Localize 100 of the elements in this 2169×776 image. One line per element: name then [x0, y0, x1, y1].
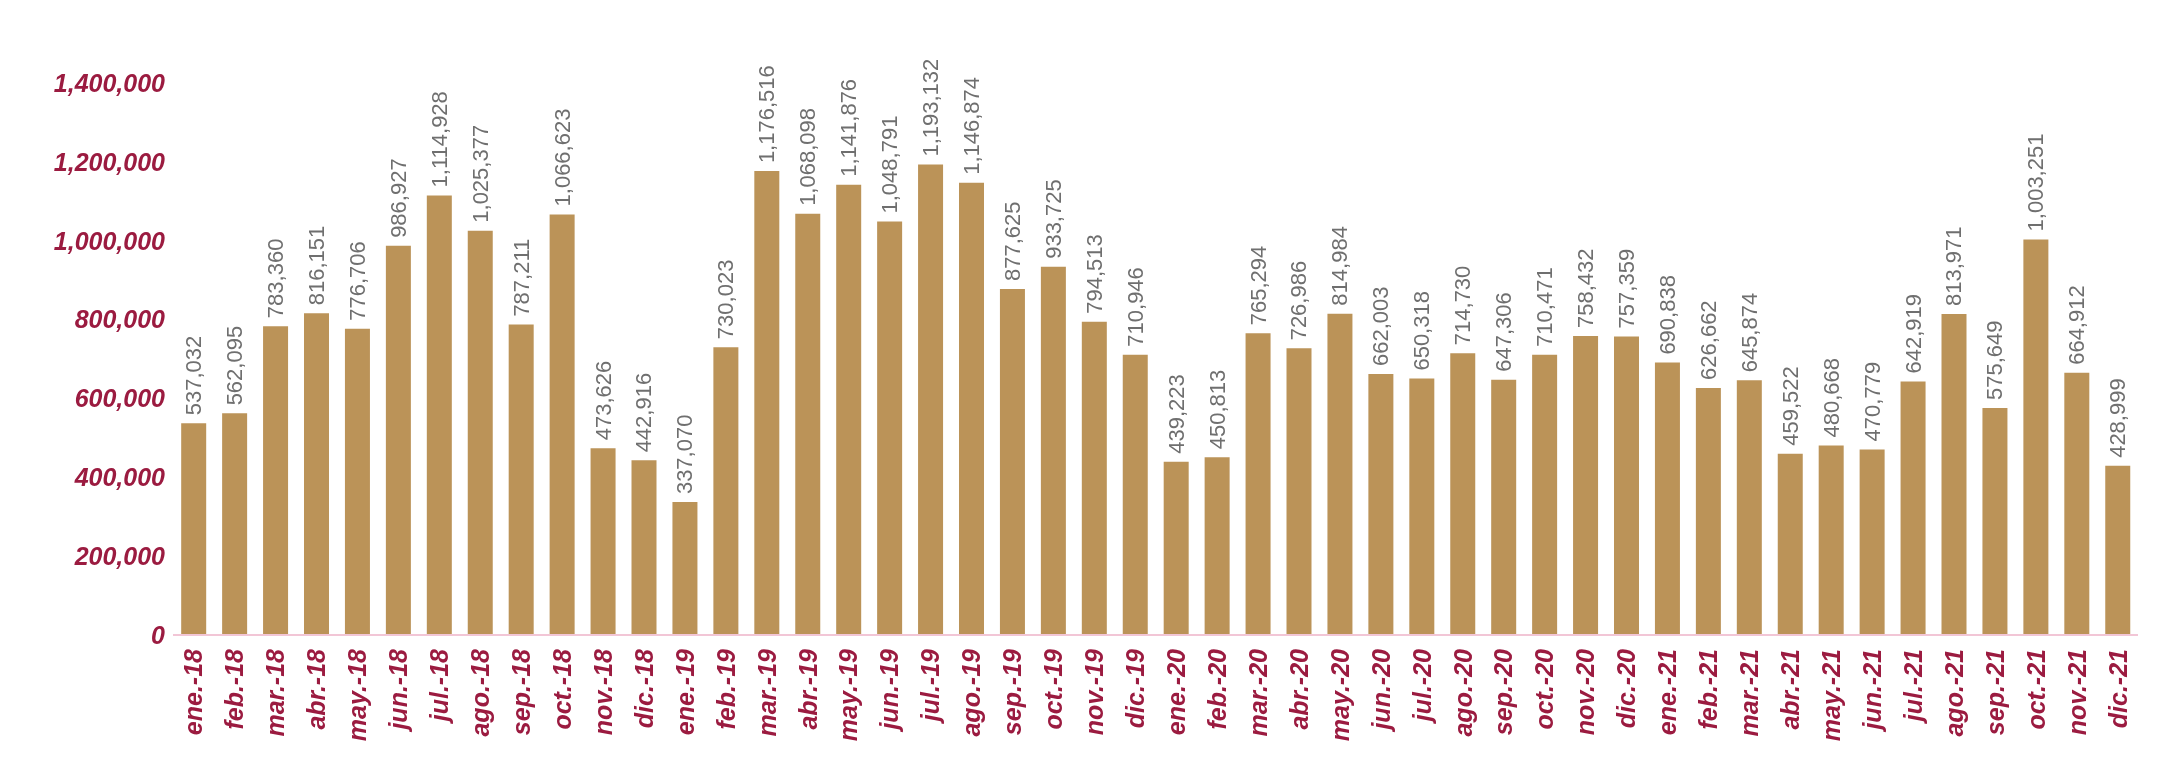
bar: [795, 213, 821, 635]
bar: [467, 230, 493, 635]
bar: [1818, 445, 1844, 635]
bar: [1163, 461, 1189, 635]
bar: [590, 448, 616, 635]
x-tick-label: jul.-21: [1898, 649, 1927, 725]
data-label: 783,360: [263, 238, 289, 319]
data-label: 480,668: [1818, 357, 1844, 438]
data-label: 813,971: [1941, 226, 1967, 307]
x-tick-label: ago.-21: [1939, 649, 1968, 737]
bar: [549, 214, 575, 635]
y-tick-label: 1,400,000: [53, 68, 166, 97]
bar: [1368, 373, 1394, 635]
bar: [304, 313, 329, 635]
data-label: 758,432: [1573, 248, 1599, 328]
bar: [1409, 378, 1435, 635]
data-label: 1,003,251: [2023, 133, 2049, 232]
y-tick-label: 0: [151, 620, 166, 649]
y-tick-label: 1,000,000: [53, 226, 166, 255]
x-tick-label: oct.-18: [547, 648, 576, 730]
bar: [877, 221, 903, 635]
data-label: 650,318: [1409, 291, 1435, 371]
bar: [631, 460, 657, 635]
x-tick-label: jun.-21: [1857, 649, 1886, 733]
bar: [2105, 465, 2131, 635]
bar: [1204, 457, 1230, 635]
data-label: 816,151: [304, 225, 329, 306]
x-tick-label: may.-20: [1325, 648, 1354, 742]
bar: [1982, 408, 2008, 635]
data-label: 450,813: [1204, 369, 1230, 450]
x-tick-label: dic.-20: [1612, 648, 1641, 729]
bar: [1040, 266, 1066, 635]
y-tick-label: 600,000: [74, 384, 166, 413]
x-tick-label: jun.-20: [1366, 648, 1395, 733]
x-tick-label: mar.-20: [1243, 648, 1272, 737]
data-label: 933,725: [1040, 179, 1066, 259]
x-tick-label: nov.-19: [1080, 648, 1109, 736]
data-label: 647,306: [1491, 292, 1517, 372]
bar: [1859, 449, 1885, 635]
bar: [1450, 353, 1476, 635]
data-label: 710,946: [1122, 267, 1148, 347]
bar: [2023, 239, 2049, 635]
data-label: 1,176,516: [754, 65, 780, 164]
x-tick-label: jun.-18: [384, 648, 413, 733]
bar: [1573, 335, 1599, 635]
x-tick-label: sep.-21: [1980, 649, 2009, 736]
bar: [1245, 333, 1271, 635]
bar: [1532, 354, 1558, 635]
data-label: 757,359: [1614, 248, 1639, 329]
x-tick-label: oct.-19: [1039, 648, 1068, 730]
x-tick-label: ene.-18: [179, 648, 208, 736]
data-label: 442,916: [631, 372, 657, 453]
data-label: 814,984: [1327, 226, 1353, 306]
data-label: 726,986: [1286, 260, 1312, 341]
x-tick-label: may.-18: [343, 648, 372, 742]
x-tick-label: sep.-19: [998, 648, 1027, 736]
data-label: 765,294: [1245, 245, 1271, 326]
data-label: 645,874: [1736, 292, 1762, 373]
data-label: 730,023: [713, 259, 739, 340]
data-label: 439,223: [1163, 374, 1189, 454]
data-label: 794,513: [1081, 234, 1107, 314]
x-tick-label: jun.-19: [875, 648, 904, 733]
x-tick-label: ene.-19: [670, 648, 699, 736]
bar: [959, 182, 984, 635]
bar: [999, 288, 1025, 635]
data-label: 986,927: [385, 158, 411, 238]
bar: [1695, 387, 1721, 635]
bar: [754, 171, 780, 635]
data-label: 1,068,098: [795, 107, 821, 206]
x-tick-label: ene.-20: [1161, 648, 1190, 736]
data-label: 1,193,132: [918, 58, 944, 157]
data-label: 537,032: [181, 335, 207, 416]
x-tick-label: ago.-19: [957, 648, 986, 737]
data-label: 690,838: [1654, 275, 1680, 355]
x-tick-label: feb.-18: [220, 648, 249, 730]
x-tick-label: jul.-18: [425, 648, 454, 725]
bar: [713, 347, 739, 635]
bar: [1654, 362, 1680, 635]
data-label: 710,471: [1532, 267, 1558, 347]
x-tick-label: feb.-19: [711, 648, 740, 730]
bar: [222, 413, 248, 635]
x-tick-label: may.-19: [834, 648, 863, 742]
x-tick-label: dic.-21: [2103, 649, 2132, 729]
bar: [1286, 348, 1312, 635]
x-tick-label: oct.-20: [1530, 648, 1559, 730]
y-tick-label: 800,000: [74, 305, 166, 334]
bar: [1941, 314, 1967, 635]
bar: [344, 328, 370, 635]
x-tick-label: feb.-21: [1694, 649, 1723, 730]
x-tick-label: abr.-20: [1284, 648, 1313, 730]
data-label: 787,211: [508, 238, 534, 317]
x-tick-label: dic.-19: [1121, 648, 1150, 729]
data-label: 473,626: [590, 360, 616, 441]
x-tick-label: jul.-19: [916, 648, 945, 725]
data-label: 626,662: [1695, 300, 1721, 380]
x-tick-label: ago.-20: [1448, 648, 1477, 737]
x-tick-label: nov.-20: [1571, 648, 1600, 736]
data-label: 714,730: [1450, 265, 1476, 346]
data-label: 575,649: [1982, 320, 2008, 401]
bar: [1327, 313, 1353, 635]
